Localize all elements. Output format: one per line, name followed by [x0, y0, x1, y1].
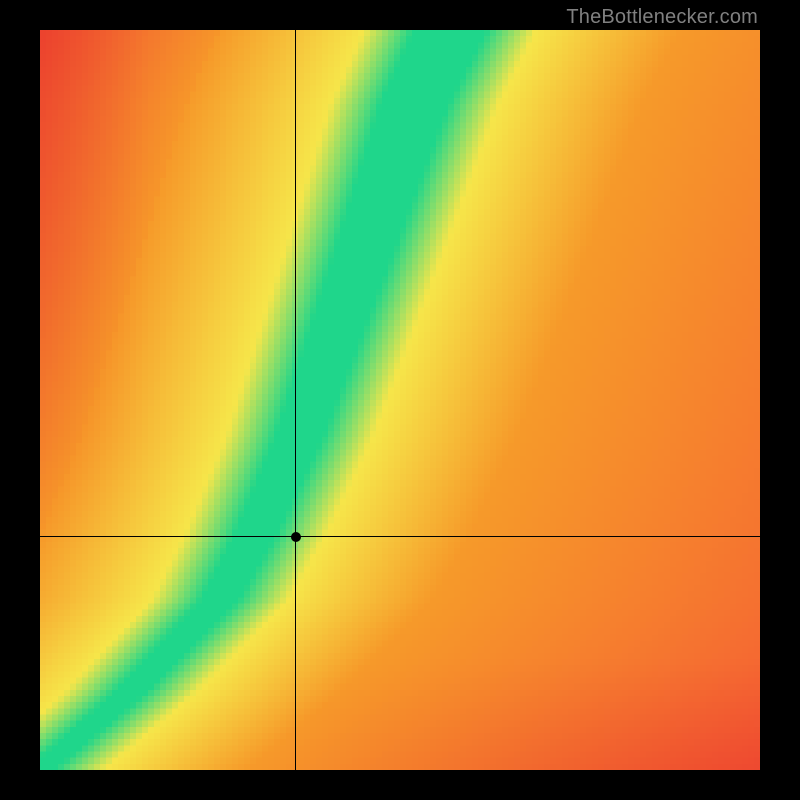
crosshair-horizontal: [40, 536, 760, 537]
selection-marker: [291, 532, 301, 542]
bottleneck-heatmap: [40, 30, 760, 770]
crosshair-vertical: [295, 30, 296, 770]
watermark-text: TheBottlenecker.com: [566, 6, 758, 29]
chart-container: TheBottlenecker.com: [0, 0, 800, 800]
